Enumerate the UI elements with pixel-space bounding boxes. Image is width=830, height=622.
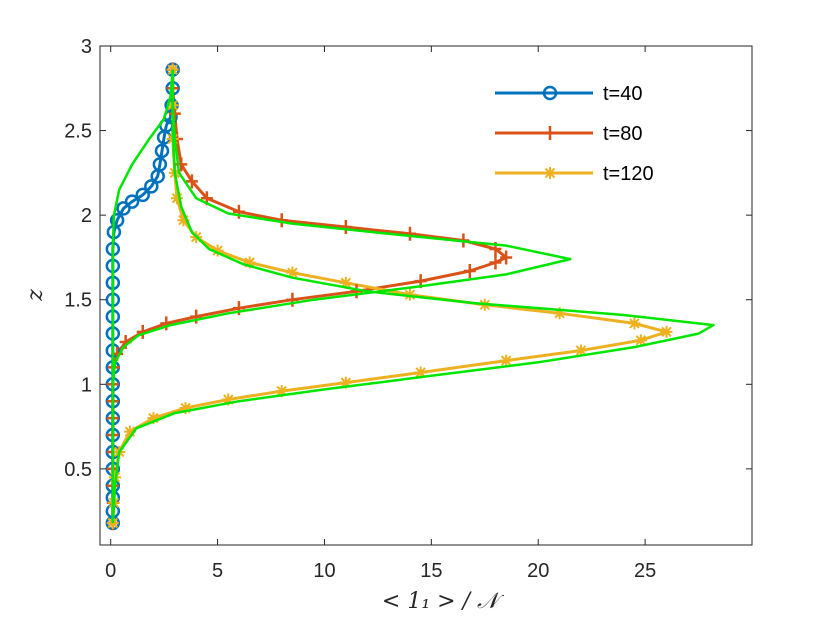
series-2-marker xyxy=(168,106,181,121)
series-markers xyxy=(105,62,715,531)
series-3-marker xyxy=(339,376,352,389)
series-3-marker xyxy=(106,517,119,530)
axes-box xyxy=(99,45,753,546)
series-2-marker xyxy=(185,174,198,189)
x-tick-label: 5 xyxy=(212,560,223,582)
series-line-3 xyxy=(111,69,668,524)
series-2-marker xyxy=(160,316,173,331)
y-tick-label: 1.5 xyxy=(64,290,92,312)
reference-curve-3 xyxy=(111,69,715,524)
legend-marker xyxy=(544,126,556,140)
x-tick-label: 10 xyxy=(313,560,335,582)
reference-curve-2 xyxy=(111,69,572,523)
legend-marker xyxy=(544,167,556,179)
y-tick-label: 0.5 xyxy=(64,459,92,481)
y-tick-label: 1 xyxy=(81,374,92,396)
series-3-marker xyxy=(628,317,641,330)
series-3-marker xyxy=(179,401,192,414)
x-axis-label: < 1₁ > / 𝒩 xyxy=(382,589,505,614)
series-3-marker xyxy=(123,425,136,438)
series-2-marker xyxy=(339,219,352,234)
series-1-marker xyxy=(109,212,125,228)
series-2-marker xyxy=(463,263,476,278)
series-3-marker xyxy=(286,266,299,279)
series-1-marker xyxy=(154,143,170,159)
series-3-marker xyxy=(553,307,566,320)
series-3-marker xyxy=(339,276,352,289)
x-tick-label: 20 xyxy=(527,560,549,582)
y-axis-label: z xyxy=(23,289,48,302)
series-3-marker xyxy=(177,214,190,227)
series-3-marker xyxy=(275,385,288,398)
y-tick-label: 2 xyxy=(81,205,92,227)
legend-label: t=80 xyxy=(603,123,642,145)
series-2-marker xyxy=(190,309,203,324)
y-ticks: 0.5 1 1.5 2 2.5 3 xyxy=(64,36,752,481)
series-3-marker xyxy=(147,412,160,425)
series-1-marker xyxy=(124,194,140,209)
series-2-marker xyxy=(489,255,502,270)
axes xyxy=(99,45,753,546)
series-2-marker xyxy=(286,292,299,307)
series-3-marker xyxy=(403,288,416,301)
legend-label: t=120 xyxy=(603,163,654,185)
series-1-marker xyxy=(144,179,159,194)
series-3-marker xyxy=(414,366,427,379)
series-3-marker xyxy=(211,244,224,257)
legend-marker xyxy=(542,85,558,101)
series-3-marker xyxy=(170,192,183,205)
series-3-marker xyxy=(574,344,587,357)
series-1-marker xyxy=(135,187,151,203)
series-1-marker xyxy=(152,157,168,172)
x-tick-label: 25 xyxy=(634,560,656,582)
series-3-marker xyxy=(243,256,256,269)
x-tick-label: 0 xyxy=(105,560,116,582)
series-3-marker xyxy=(660,325,673,338)
series-3-marker xyxy=(634,334,647,347)
x-ticks: 0 5 10 15 20 25 xyxy=(105,46,656,582)
x-tick-label: 15 xyxy=(420,560,442,582)
series-3-marker xyxy=(166,63,179,76)
legend: t=40 t=80 t=120 xyxy=(495,83,654,185)
legend-label: t=40 xyxy=(603,83,642,105)
series-3-marker xyxy=(500,354,513,367)
series-2-marker xyxy=(403,226,416,241)
series-3-marker xyxy=(222,393,235,406)
y-tick-label: 3 xyxy=(81,36,92,58)
series-2-marker xyxy=(500,250,513,265)
y-tick-label: 2.5 xyxy=(64,121,92,143)
